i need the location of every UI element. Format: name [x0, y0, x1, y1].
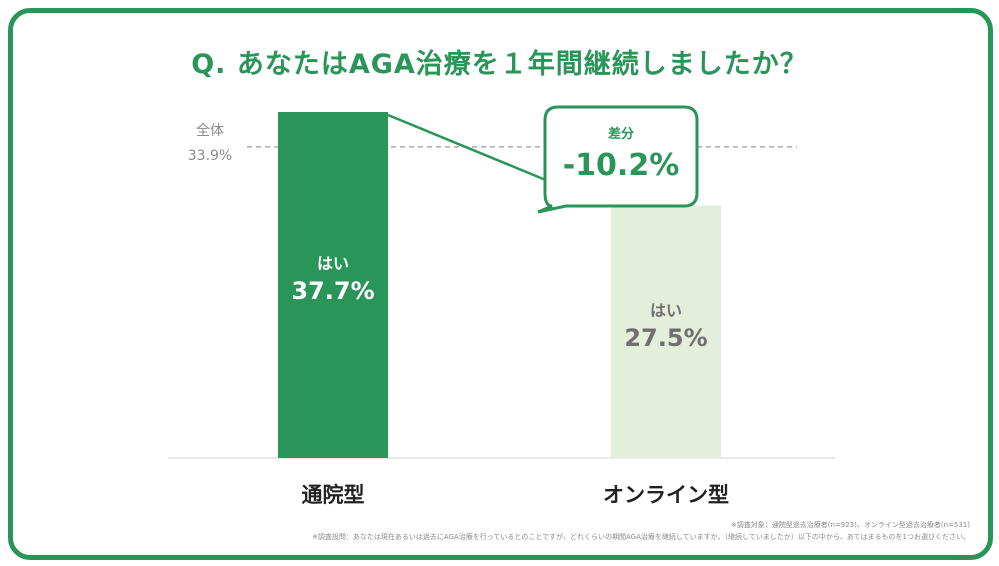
bar-online-value: 27.5% [624, 324, 707, 352]
card-border [8, 8, 993, 560]
difference-callout [537, 105, 699, 214]
chart-title: Q. あなたはAGA治療を１年間継続しましたか？ [191, 49, 808, 80]
footnote-question: ※調査設問：あなたは現在あるいは過去にAGA治療を行っているとのことですが、どれ… [312, 532, 970, 541]
category-label-tsuuin: 通院型 [302, 483, 365, 507]
bar-tsuuin-prefix: はい [317, 254, 349, 273]
bar-online-prefix: はい [650, 301, 682, 320]
footnote-target: ※調査対象：通院型過去治療者(n=923)、オンライン型過去治療者(n=531) [731, 520, 970, 529]
reference-label: 全体 [196, 122, 224, 139]
bar-tsuuin [278, 111, 388, 459]
bar-online [611, 205, 721, 458]
reference-value: 33.9% [188, 148, 232, 164]
category-label-online: オンライン型 [603, 483, 729, 507]
bar-tsuuin-value: 37.7% [291, 277, 374, 305]
difference-value: -10.2% [563, 148, 680, 183]
difference-label: 差分 [608, 126, 634, 142]
